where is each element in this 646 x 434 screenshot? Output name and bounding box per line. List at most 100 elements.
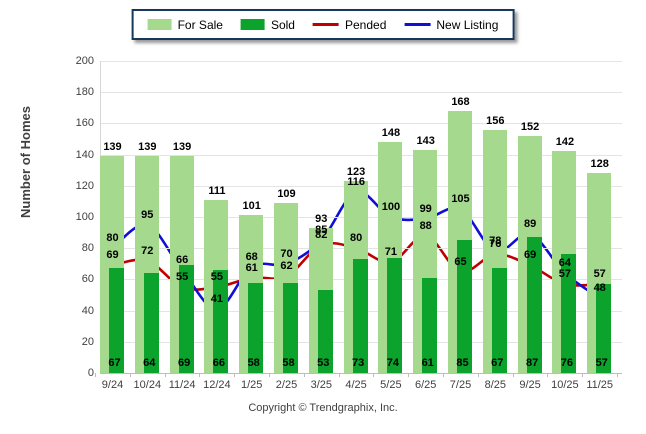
x-tick-label: 4/25 [345, 379, 367, 391]
pended-value-label: 88 [419, 219, 432, 232]
for-sale-value-label: 139 [172, 141, 192, 154]
y-tick-label: 100 [75, 211, 94, 223]
gridline [100, 61, 622, 62]
y-tick-label: 180 [75, 86, 94, 99]
pended-value-label: 80 [349, 232, 363, 245]
legend-label-sold: Sold [270, 17, 295, 32]
for-sale-value-label: 101 [242, 200, 261, 213]
sold-value-label: 73 [351, 357, 365, 369]
x-axis-tick [129, 373, 131, 377]
legend-item-new-listing: New Listing [404, 18, 498, 32]
pended-value-label: 61 [245, 261, 258, 274]
legend-label-new-listing: New Listing [436, 17, 499, 32]
sold-bar [526, 237, 542, 373]
x-tick-label: 7/25 [449, 379, 472, 391]
sold-value-label: 74 [386, 357, 400, 369]
sold-bar [596, 284, 612, 373]
sold-bar [213, 270, 229, 373]
for-sale-value-label: 143 [416, 134, 435, 147]
copyright-text: Copyright © Trendgraphix, Inc. [248, 402, 398, 414]
new-listing-value-label: 64 [558, 257, 572, 270]
sold-bar [109, 268, 124, 373]
gridline [100, 154, 622, 156]
y-tick-label: 80 [81, 242, 94, 255]
sold-bar [248, 282, 264, 373]
pended-value-label: 55 [210, 271, 224, 284]
sold-value-label: 67 [108, 357, 121, 369]
x-axis-tick [582, 373, 584, 377]
x-tick-label: 11/24 [168, 379, 196, 391]
x-tick-label: 11/25 [586, 379, 614, 391]
y-tick-label: 120 [75, 179, 94, 192]
y-tick-label: 140 [75, 148, 94, 161]
sold-bar [561, 254, 577, 373]
sold-bar [178, 265, 194, 373]
sold-value-label: 87 [525, 357, 539, 369]
pended-value-label: 55 [175, 271, 189, 284]
for-sale-value-label: 128 [590, 158, 609, 171]
sold-value-label: 58 [282, 357, 295, 369]
for-sale-value-label: 168 [451, 95, 470, 108]
x-axis-tick [373, 373, 375, 377]
for-sale-value-label: 93 [315, 212, 328, 225]
pended-value-label: 72 [141, 244, 154, 257]
sold-value-label: 64 [143, 357, 156, 369]
new-listing-value-label: 70 [280, 247, 293, 260]
legend-label-pended: Pended [344, 17, 387, 32]
legend: For Sale Sold Pended New Listing [131, 9, 515, 40]
pended-value-label: 69 [106, 249, 119, 262]
legend-item-pended: Pended [312, 17, 387, 32]
sold-bar [317, 290, 333, 373]
sold-bar [457, 240, 472, 373]
for-sale-value-label: 109 [277, 187, 296, 200]
new-listing-value-label: 78 [489, 235, 502, 248]
pended-value-label: 82 [315, 229, 328, 242]
x-axis-line [100, 373, 622, 374]
x-axis-tick [477, 373, 479, 377]
x-tick-label: 10/24 [133, 379, 162, 391]
new-listing-value-label: 66 [175, 254, 189, 267]
sold-value-label: 58 [247, 357, 260, 369]
for-sale-value-label: 142 [555, 136, 575, 149]
x-axis-tick [512, 373, 514, 377]
x-axis-tick [547, 373, 549, 377]
x-tick-label: 12/24 [203, 379, 231, 391]
new-listing-value-label: 68 [245, 250, 258, 263]
x-axis-tick [408, 373, 410, 377]
x-axis-tick [617, 373, 618, 377]
gridline [100, 123, 622, 125]
new-listing-value-label: 100 [381, 201, 401, 213]
x-axis-tick [95, 373, 96, 377]
x-axis-tick [303, 373, 305, 377]
y-tick-label: 20 [81, 335, 94, 348]
x-tick-label: 6/25 [414, 379, 437, 391]
y-tick-label: 40 [81, 304, 94, 317]
new-listing-value-label: 95 [141, 208, 154, 221]
sold-value-label: 69 [177, 357, 191, 369]
x-tick-label: 1/25 [240, 379, 263, 391]
pended-value-label: 65 [454, 255, 467, 268]
pended-value-label: 76 [489, 238, 502, 251]
pended-value-label: 69 [523, 249, 537, 262]
for-sale-value-label: 152 [520, 120, 540, 133]
for-sale-value-label: 139 [103, 141, 122, 154]
sold-value-label: 76 [560, 357, 574, 369]
x-axis-tick [164, 373, 166, 377]
sold-bar [387, 257, 403, 373]
new-listing-value-label: 99 [419, 202, 432, 215]
y-tick-label: 0 [87, 367, 94, 379]
new-listing-value-label: 116 [347, 176, 365, 189]
sold-value-label: 57 [595, 357, 608, 369]
for-sale-value-label: 148 [381, 127, 401, 140]
pended-value-label: 62 [280, 260, 293, 273]
x-axis-tick [269, 373, 270, 377]
sold-bar [422, 277, 438, 373]
pended-line-icon [312, 23, 339, 26]
x-tick-label: 2/25 [275, 379, 298, 391]
sold-bar [143, 273, 159, 373]
y-tick-label: 160 [75, 117, 94, 130]
sold-value-label: 61 [421, 357, 434, 369]
pended-value-label: 57 [593, 268, 606, 281]
legend-item-for-sale: For Sale [147, 18, 223, 32]
